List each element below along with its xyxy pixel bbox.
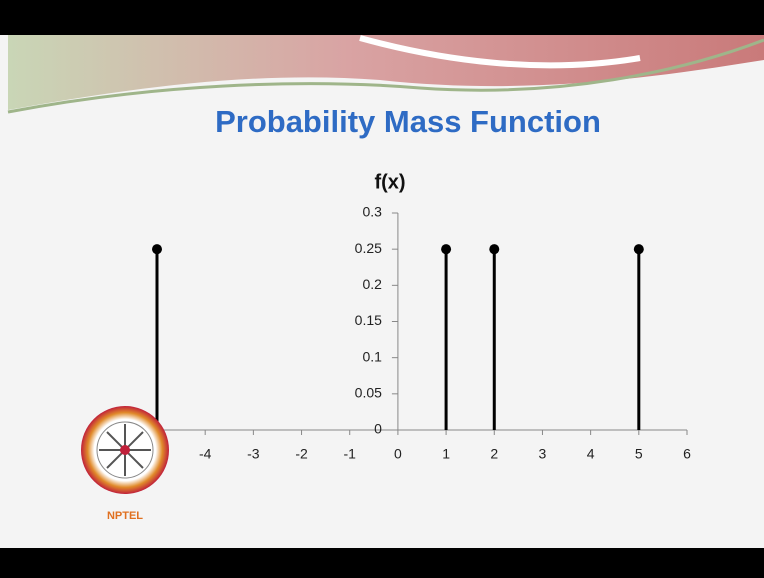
x-tick-label: 3 xyxy=(539,446,547,462)
x-tick-label: 5 xyxy=(635,446,643,462)
x-tick-label: 1 xyxy=(442,446,450,462)
x-tick-label: -2 xyxy=(295,446,308,462)
x-tick-label: -3 xyxy=(247,446,260,462)
y-axis-label: f(x) xyxy=(374,171,405,193)
y-tick-label: 0.25 xyxy=(355,240,382,256)
y-tick-label: 0.05 xyxy=(355,385,382,401)
x-tick-label: 4 xyxy=(587,446,595,462)
x-tick-label: -1 xyxy=(344,446,357,462)
logo-dot xyxy=(120,445,130,455)
x-tick-label: -4 xyxy=(199,446,212,462)
x-tick-label: 2 xyxy=(490,446,498,462)
page: Probability Mass Function f(x) 0 0.05 0.1 0… xyxy=(0,0,764,578)
y-tick-label: 0.1 xyxy=(362,348,382,364)
stem-marker xyxy=(634,244,644,254)
y-tick-label: 0.2 xyxy=(362,276,382,292)
chart-title: Probability Mass Function xyxy=(215,104,601,139)
stem-marker xyxy=(489,244,499,254)
y-tick-label: 0 xyxy=(374,421,382,437)
logo-text: NPTEL xyxy=(107,510,143,522)
y-tick-label: 0.15 xyxy=(355,312,382,328)
stem-marker xyxy=(441,244,451,254)
stem-marker xyxy=(152,244,162,254)
y-tick-label: 0.3 xyxy=(362,204,382,220)
x-tick-label: 0 xyxy=(394,446,402,462)
slide: Probability Mass Function f(x) 0 0.05 0.1 0… xyxy=(0,0,764,578)
x-tick-label: 6 xyxy=(683,446,691,462)
